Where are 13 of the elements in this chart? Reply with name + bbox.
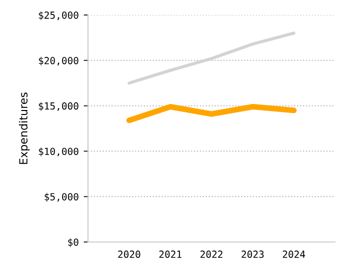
y-axis-title: Expenditures [18,92,30,164]
x-tick-label: 2023 [242,250,264,258]
x-tick-label: 2020 [118,250,140,258]
y-tick-label: $15,000 [38,102,78,111]
x-tick-label: 2024 [282,250,306,258]
x-tick-label: 2022 [200,250,222,258]
y-tick-label: $5,000 [44,192,78,202]
y-tick-label: $10,000 [38,148,78,156]
line-series [128,32,296,85]
y-tick-label: $20,000 [38,56,78,66]
y-tick-label: $25,000 [38,11,78,20]
x-tick-label: 2021 [159,250,182,258]
y-tick-label: $0 [68,238,78,248]
